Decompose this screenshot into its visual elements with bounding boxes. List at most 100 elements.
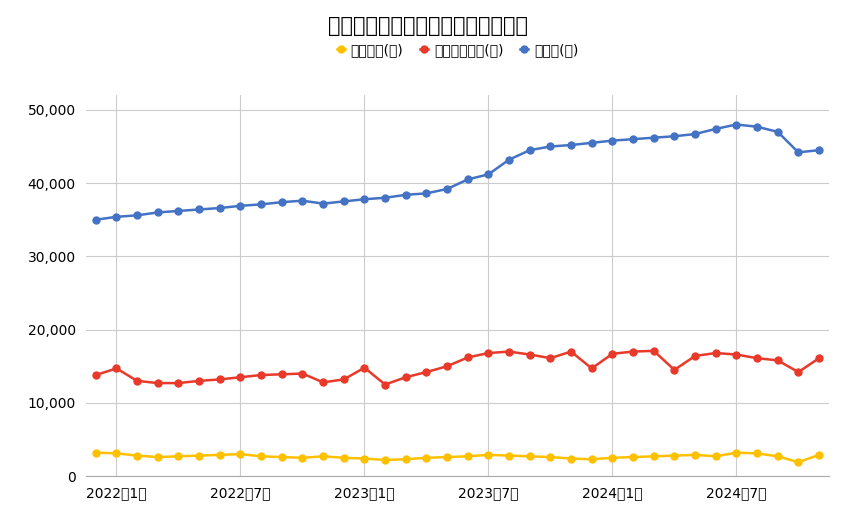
在庫数(件) [669,133,680,140]
成約件数(件) [422,454,432,461]
在庫数(件) [483,171,493,178]
成約件数(件) [401,456,411,462]
在庫数(件) [153,209,163,216]
新規登録件数(件) [132,378,142,384]
成約件数(件) [607,454,617,461]
新規登録件数(件) [111,365,121,371]
新規登録件数(件) [174,380,184,386]
在庫数(件) [215,205,225,211]
新規登録件数(件) [483,350,493,356]
新規登録件数(件) [752,355,762,361]
成約件数(件) [669,452,680,459]
在庫数(件) [401,191,411,198]
新規登録件数(件) [628,349,638,355]
在庫数(件) [359,196,369,203]
成約件数(件) [525,453,535,460]
在庫数(件) [607,138,617,144]
新規登録件数(件) [235,374,245,380]
新規登録件数(件) [359,364,369,371]
新規登録件数(件) [566,349,576,355]
在庫数(件) [566,142,576,148]
新規登録件数(件) [401,374,411,380]
在庫数(件) [649,134,659,141]
成約件数(件) [215,452,225,458]
在庫数(件) [174,208,184,214]
成約件数(件) [504,452,514,459]
新規登録件数(件) [463,354,473,361]
新規登録件数(件) [814,355,824,361]
成約件数(件) [483,452,493,458]
成約件数(件) [111,450,121,457]
新規登録件数(件) [339,376,349,382]
新規登録件数(件) [256,372,266,378]
成約件数(件) [318,453,328,460]
成約件数(件) [194,452,204,459]
新規登録件数(件) [318,379,328,386]
在庫数(件) [752,124,762,130]
新規登録件数(件) [545,355,556,361]
成約件数(件) [359,455,369,462]
新規登録件数(件) [91,372,101,378]
新規登録件数(件) [669,367,680,373]
新規登録件数(件) [690,353,700,359]
在庫数(件) [545,143,556,150]
成約件数(件) [298,454,308,461]
新規登録件数(件) [525,351,535,358]
成約件数(件) [587,456,597,462]
在庫数(件) [525,147,535,153]
新規登録件数(件) [215,376,225,382]
成約件数(件) [814,452,824,458]
在庫数(件) [132,212,142,218]
在庫数(件) [318,200,328,207]
在庫数(件) [731,121,741,127]
成約件数(件) [380,457,390,463]
成約件数(件) [566,455,576,462]
成約件数(件) [442,454,452,460]
成約件数(件) [545,454,556,460]
新規登録件数(件) [194,378,204,384]
新規登録件数(件) [442,363,452,369]
新規登録件数(件) [773,357,783,363]
成約件数(件) [793,459,804,466]
新規登録件数(件) [277,371,287,378]
成約件数(件) [256,453,266,460]
Line: 成約件数(件): 成約件数(件) [92,449,823,466]
在庫数(件) [463,176,473,183]
新規登録件数(件) [504,349,514,355]
在庫数(件) [587,140,597,146]
在庫数(件) [256,201,266,207]
新規登録件数(件) [587,365,597,371]
在庫数(件) [277,199,287,205]
在庫数(件) [91,216,101,223]
成約件数(件) [752,450,762,457]
成約件数(件) [277,454,287,460]
在庫数(件) [504,157,514,163]
成約件数(件) [235,451,245,457]
成約件数(件) [174,453,184,460]
新規登録件数(件) [649,348,659,354]
在庫数(件) [628,136,638,142]
Text: 首都圏　中古マンション件数の推移: 首都圏 中古マンション件数の推移 [327,16,528,36]
Line: 在庫数(件): 在庫数(件) [92,121,823,223]
成約件数(件) [132,452,142,459]
成約件数(件) [649,453,659,460]
新規登録件数(件) [422,369,432,375]
成約件数(件) [91,450,101,456]
在庫数(件) [814,147,824,153]
新規登録件数(件) [731,351,741,358]
成約件数(件) [463,453,473,460]
在庫数(件) [690,131,700,137]
Legend: 成約件数(件), 新規登録件数(件), 在庫数(件): 成約件数(件), 新規登録件数(件), 在庫数(件) [331,38,584,62]
在庫数(件) [793,149,804,156]
在庫数(件) [422,190,432,197]
在庫数(件) [711,126,721,132]
在庫数(件) [339,198,349,205]
新規登録件数(件) [711,350,721,356]
成約件数(件) [711,453,721,460]
在庫数(件) [235,203,245,209]
新規登録件数(件) [793,369,804,375]
在庫数(件) [111,214,121,220]
新規登録件数(件) [298,370,308,377]
在庫数(件) [380,195,390,201]
成約件数(件) [731,450,741,456]
